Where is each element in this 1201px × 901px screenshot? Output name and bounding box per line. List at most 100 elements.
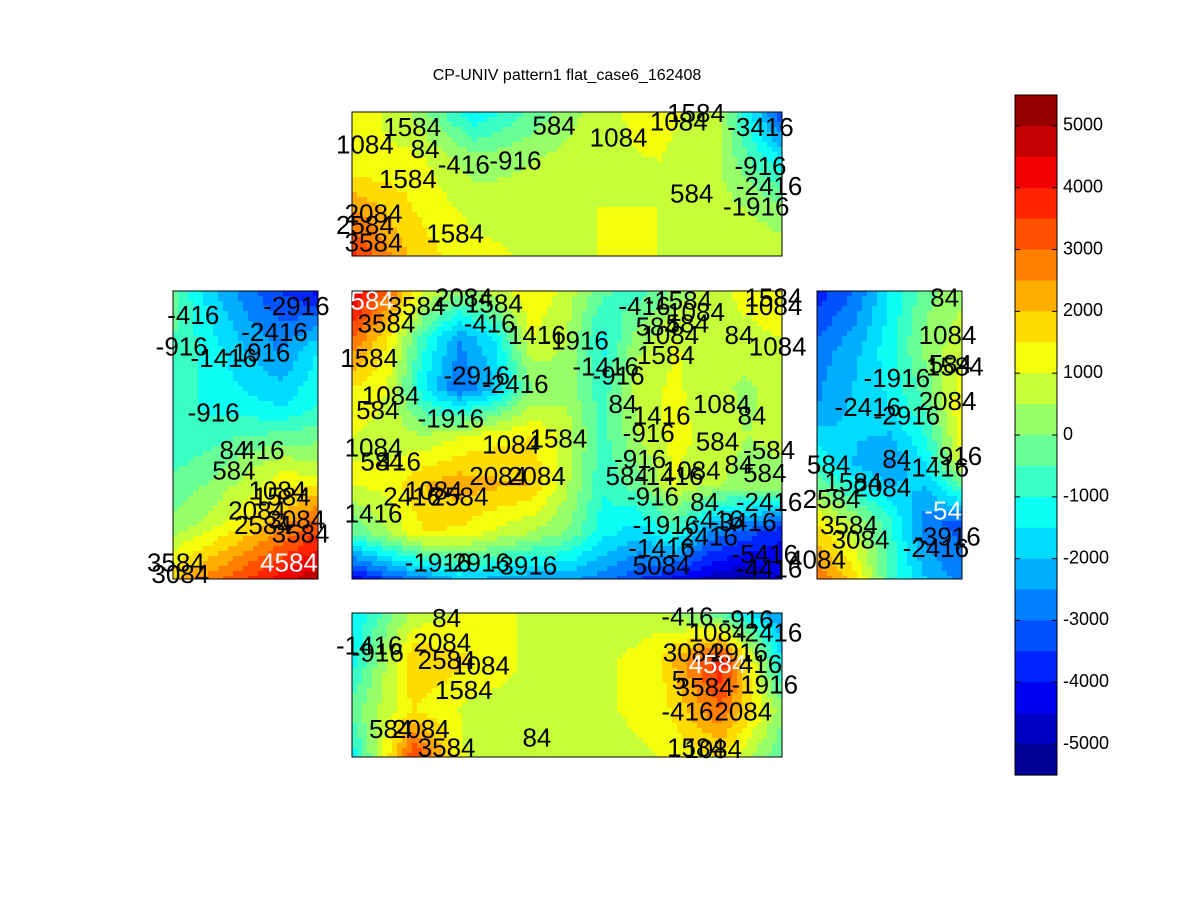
contour-label: 416	[241, 435, 284, 465]
contour-label: 84	[690, 487, 719, 517]
contour-label: 3584	[272, 519, 330, 549]
contour-label: 84	[725, 320, 754, 350]
contour-label: 2084	[435, 282, 493, 312]
contour-label: -3916	[491, 550, 558, 580]
contour-label: -916	[156, 331, 208, 361]
contour-label: 1084	[663, 455, 721, 485]
contour-label: -1416	[628, 533, 695, 563]
colorbar-band	[1015, 125, 1057, 158]
contour-label: -1916	[633, 510, 700, 540]
colorbar-band	[1015, 589, 1057, 622]
contour-label: -1916	[542, 326, 609, 356]
contour-label: 1584	[529, 424, 587, 454]
contour-label: 1584	[465, 288, 523, 318]
contour-label: 1416	[508, 320, 566, 350]
contour-label: 3584	[388, 291, 446, 321]
contour-label: 1084	[590, 122, 648, 152]
contour-label: 2416	[383, 481, 441, 511]
contour-label: 584	[929, 349, 972, 379]
colorbar-tick-label: -1000	[1063, 486, 1109, 506]
colorbar-tick-label: 2000	[1063, 300, 1103, 320]
contour-label: 1084	[693, 389, 751, 419]
colorbar-band	[1015, 404, 1057, 436]
colorbar-band	[1015, 465, 1057, 498]
contour-label: -1416	[572, 352, 639, 382]
contour-label: -916	[188, 398, 240, 428]
contour-label: 1084	[689, 617, 747, 647]
contour-label: -2416	[736, 487, 803, 517]
contour-label: 84	[930, 282, 959, 312]
contour-label: 1416	[345, 498, 403, 528]
colorbar-band	[1015, 187, 1057, 220]
contour-label: 584	[369, 714, 412, 744]
contour-label: -416	[464, 308, 516, 338]
contour-label: 2084	[345, 199, 403, 229]
contour-label: -1416	[336, 630, 403, 660]
contour-label: 584	[636, 311, 679, 341]
colorbar-tick-label: -3000	[1063, 609, 1109, 629]
colorbar-band	[1015, 373, 1057, 405]
contour-label: 3084	[151, 559, 209, 589]
contour-label: -916	[722, 604, 774, 634]
colorbar-band	[1015, 280, 1057, 312]
panel-bottom-frame	[351, 612, 783, 758]
contour-label: 1084	[345, 432, 403, 462]
contour-label: 2084	[392, 714, 450, 744]
contour-label: 2916	[710, 638, 768, 668]
contour-label: 84	[432, 603, 461, 633]
contour-label: 1584	[379, 164, 437, 194]
contour-label: -1916	[723, 191, 790, 221]
contour-label: 1584	[667, 98, 725, 128]
contour-label: 3584	[418, 733, 476, 763]
contour-label: 1084	[650, 106, 708, 136]
colorbar-tick-label: 0	[1063, 424, 1073, 444]
contour-label: -1916	[732, 669, 799, 699]
colorbar-band	[1015, 95, 1057, 127]
contour-label: 1584	[383, 112, 441, 142]
contour-label: -416	[167, 300, 219, 330]
colorbar-band	[1015, 218, 1057, 251]
colorbar-band	[1015, 156, 1057, 189]
contour-label: -1416	[624, 401, 691, 431]
panel-left: -416-916-1416-1916-2416-2916-91684416584…	[147, 290, 330, 589]
colorbar-band	[1015, 651, 1057, 683]
contour-label: 2084	[469, 461, 527, 491]
contour-label: -416	[661, 602, 713, 632]
contour-label: 2084	[714, 697, 772, 727]
contour-label: 1084	[684, 734, 742, 764]
contour-label: 1084	[362, 380, 420, 410]
panel-right-frame	[816, 290, 963, 580]
contour-label: 1584	[340, 343, 398, 373]
contour-label: 3084	[267, 504, 325, 534]
contour-label: -2416	[736, 171, 803, 201]
contour-label: -584	[743, 435, 795, 465]
contour-label: -416	[438, 150, 490, 180]
panel-center: 45843584358420841584-4161416-19161584-29…	[336, 282, 807, 583]
contour-label: -2916	[874, 401, 941, 431]
contour-label: 584	[666, 308, 709, 338]
colorbar-band	[1015, 435, 1057, 467]
contour-label: -3416	[710, 507, 777, 537]
contour-label: 2584	[336, 210, 394, 240]
contour-label: 1084	[482, 429, 540, 459]
contour-label: 3584	[676, 672, 734, 702]
contour-label: -916	[734, 151, 786, 181]
contour-label: 84	[725, 450, 754, 480]
contour-label: 84	[882, 444, 911, 474]
contour-label: -416	[618, 291, 670, 321]
panel-bottom-field	[352, 613, 782, 757]
contour-label: 1084	[667, 297, 725, 327]
contour-label: 1084	[452, 651, 510, 681]
contour-label: -5416	[732, 539, 799, 569]
colorbar-band	[1015, 527, 1057, 560]
contour-label: 2584	[234, 510, 292, 540]
contour-label: -1416	[191, 343, 258, 373]
contour-label: -2916	[443, 547, 510, 577]
contour-label: -1916	[405, 547, 472, 577]
colorbar-tick-label: 3000	[1063, 238, 1103, 258]
contour-label: -916	[593, 360, 645, 390]
